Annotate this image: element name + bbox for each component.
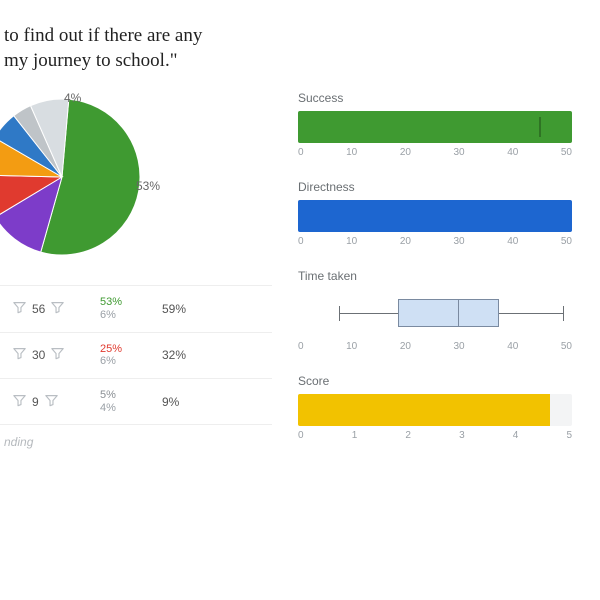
table-row: 56 53%6% 59% <box>0 286 272 332</box>
axis-tick: 3 <box>459 430 465 441</box>
dashboard-fragment: to find out if there are any my journey … <box>0 0 600 600</box>
table-row: 9 5%4% 9% <box>0 379 272 425</box>
filter-icon[interactable] <box>13 394 26 410</box>
axis-tick: 20 <box>400 147 411 158</box>
combined-percent: 32% <box>162 348 210 362</box>
axis: 0 10 20 30 40 50 <box>298 236 572 247</box>
axis-tick: 5 <box>566 430 572 441</box>
metric-title: Directness <box>298 180 572 194</box>
bar-track <box>298 111 572 143</box>
response-count: 56 <box>32 301 94 317</box>
response-table: 56 53%6% 59% 30 25%6% 32% 9 5%4% 9% nding <box>0 285 272 459</box>
axis-tick: 0 <box>298 147 304 158</box>
axis-tick: 40 <box>507 147 518 158</box>
table-footer: nding <box>0 425 272 459</box>
metric-title: Time taken <box>298 269 572 283</box>
metric-title: Success <box>298 91 572 105</box>
metric-score: Score 0 1 2 3 4 5 <box>298 374 572 441</box>
percent-pair: 53%6% <box>100 296 156 321</box>
bar-track <box>298 200 572 232</box>
axis-tick: 40 <box>507 236 518 247</box>
axis-tick: 0 <box>298 430 304 441</box>
bar-fill <box>298 394 550 426</box>
percent-pair: 5%4% <box>100 389 156 414</box>
combined-percent: 59% <box>162 302 210 316</box>
bar-fill <box>298 200 572 232</box>
response-pie-chart: 4% 53% <box>0 87 152 267</box>
axis-tick: 10 <box>346 341 357 352</box>
axis-tick: 10 <box>346 147 357 158</box>
boxplot-box <box>398 299 498 327</box>
axis-tick: 20 <box>400 236 411 247</box>
filter-icon[interactable] <box>51 301 64 317</box>
filter-icon[interactable] <box>13 347 26 363</box>
filter-icon[interactable] <box>51 347 64 363</box>
filter-icon[interactable] <box>45 394 58 410</box>
combined-percent: 9% <box>162 395 210 409</box>
axis-tick: 20 <box>400 341 411 352</box>
pie-slice-label-top: 4% <box>64 91 81 105</box>
axis-tick: 4 <box>513 430 519 441</box>
bar-marker <box>539 117 541 137</box>
percent-pair: 25%6% <box>100 343 156 368</box>
bar-fill <box>298 111 572 143</box>
table-row: 30 25%6% 32% <box>0 333 272 379</box>
axis-tick: 50 <box>561 147 572 158</box>
metric-success: Success 0 10 20 30 40 50 <box>298 91 572 158</box>
left-column: 4% 53% 56 53%6% 59% 30 25%6% 32% 9 5%4% 9% nding <box>0 87 272 459</box>
axis-tick: 30 <box>454 147 465 158</box>
boxplot-cap <box>339 306 340 321</box>
axis: 0 1 2 3 4 5 <box>298 430 572 441</box>
quote-line-2: my journey to school." <box>4 49 334 74</box>
metric-title: Score <box>298 374 572 388</box>
axis-tick: 1 <box>352 430 358 441</box>
quote-line-1: to find out if there are any <box>4 24 334 49</box>
axis-tick: 0 <box>298 341 304 352</box>
axis-tick: 0 <box>298 236 304 247</box>
axis-tick: 10 <box>346 236 357 247</box>
boxplot-median <box>458 299 459 327</box>
content-columns: 4% 53% 5653%6%59%3025%6%32%95%4%9%nding … <box>0 87 582 463</box>
axis-tick: 2 <box>405 430 411 441</box>
axis-tick: 50 <box>561 341 572 352</box>
axis-tick: 30 <box>454 236 465 247</box>
axis-tick: 40 <box>507 341 518 352</box>
axis: 0 10 20 30 40 50 <box>298 341 572 352</box>
pie-svg <box>0 87 152 267</box>
axis-tick: 30 <box>454 341 465 352</box>
response-count: 30 <box>32 347 94 363</box>
pie-slice-label-right: 53% <box>136 179 160 193</box>
filter-icon[interactable] <box>13 301 26 317</box>
axis-tick: 50 <box>561 236 572 247</box>
metric-directness: Directness 0 10 20 30 40 50 <box>298 180 572 247</box>
response-count: 9 <box>32 394 94 410</box>
bar-track <box>298 394 572 426</box>
metric-time-taken: Time taken 0 10 20 30 40 50 <box>298 269 572 352</box>
scenario-quote: to find out if there are any my journey … <box>4 24 334 73</box>
boxplot-cap <box>563 306 564 321</box>
right-column: Success 01020304050 Directness 010203040… <box>298 87 572 463</box>
boxplot <box>298 289 572 337</box>
axis: 0 10 20 30 40 50 <box>298 147 572 158</box>
